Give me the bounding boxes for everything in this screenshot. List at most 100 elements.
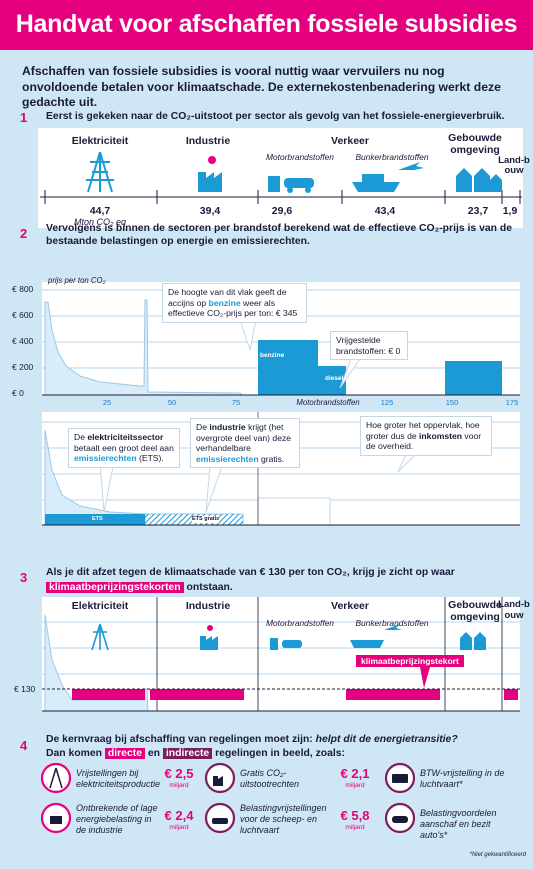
- sector-label: Elektriciteit: [71, 600, 129, 612]
- shape: [206, 172, 222, 192]
- emission-value: 39,4: [199, 205, 221, 217]
- emission-value: 1,9: [502, 205, 518, 217]
- text: helpt dit de energietransitie?: [315, 734, 458, 745]
- shape: [86, 151, 114, 193]
- emission-value: 44,7: [89, 205, 111, 217]
- item-amount: € 5,8: [340, 808, 370, 823]
- item-text: Gratis CO₂-uitstootrechten: [240, 768, 300, 789]
- bar-label: diesel: [325, 375, 344, 382]
- text: De kernvraag bij afschaffing van regelin…: [46, 734, 313, 745]
- shape: [207, 625, 213, 631]
- sector-label: Land-bouw: [498, 155, 530, 176]
- shape: [198, 172, 206, 192]
- shape: [460, 632, 472, 650]
- ets-bar: [45, 514, 145, 525]
- bar-label: ETS gratis: [192, 516, 220, 523]
- footnote: *Niet gekwantificeerd: [469, 852, 526, 858]
- text: gratis.: [260, 453, 285, 464]
- bar-label: ETS: [92, 516, 103, 522]
- step-text: De kernvraag bij afschaffing van regelin…: [46, 733, 516, 761]
- shape: [352, 182, 400, 192]
- shape: [270, 638, 278, 650]
- houses-icon: [456, 168, 502, 192]
- grid-3: [42, 621, 520, 675]
- buildings-block: [445, 361, 502, 395]
- step-text: Vervolgens is binnen de sectoren per bra…: [46, 223, 512, 247]
- callout: De industrie krijgt (het overgrote deel …: [190, 418, 300, 468]
- emission-value: 29,6: [271, 205, 293, 217]
- shape: [212, 818, 228, 824]
- step-text: Als je dit afzet tegen de klimaatschade …: [46, 565, 516, 595]
- shape: [398, 162, 424, 170]
- intro: Afschaffen van fossiele subsidies is voo…: [22, 64, 501, 109]
- text: voor de overheid.: [366, 430, 482, 452]
- sector-label: Industrie: [185, 135, 231, 147]
- x-tick-label: 125: [380, 398, 394, 407]
- benzine-block: [258, 340, 318, 395]
- step-number: 4: [20, 738, 28, 753]
- shape: [40, 762, 72, 794]
- sector-panel: [38, 128, 523, 228]
- shape: [456, 168, 472, 192]
- step-number: 2: [20, 226, 28, 241]
- text: regelingen in beeld, zoals:: [215, 748, 346, 759]
- callout: Vrijgestelde brandstoffen: € 0: [330, 331, 408, 360]
- emission-value: 43,4: [374, 205, 396, 217]
- text: emissierechten: [74, 453, 137, 463]
- shape: [305, 187, 311, 193]
- y-tick-label: € 0: [12, 388, 24, 398]
- gap-bar: [150, 689, 244, 700]
- sector-label: Verkeer: [331, 600, 369, 612]
- y-tick-label: € 800: [12, 284, 34, 294]
- shape: [474, 632, 486, 650]
- item-amount: € 2,5: [164, 766, 194, 781]
- shape: [420, 667, 430, 688]
- text: Als je dit afzet tegen de klimaatschade …: [46, 567, 455, 578]
- text: directe: [104, 748, 145, 759]
- text: De hoogte van dit vlak geeft de accijns …: [168, 287, 287, 308]
- y-tick-label: € 400: [12, 336, 34, 346]
- text: elektriciteitssector: [87, 432, 164, 442]
- shape: [213, 776, 218, 786]
- ship-plane-icon: [352, 162, 424, 192]
- text: krijgt (het overgrote deel van) deze ver…: [196, 422, 292, 453]
- title: Handvat voor afschaffen fossiele subsidi…: [15, 10, 518, 38]
- text: betaalt een groot deel aan: [74, 442, 174, 453]
- gap-bar: [72, 689, 145, 700]
- shape: [287, 187, 293, 193]
- text: ontstaan.: [186, 582, 233, 593]
- sector-label: Gebouwde omgeving: [448, 132, 502, 156]
- text: De: [74, 432, 85, 442]
- pylon-icon: [86, 151, 114, 193]
- sector-label: Verkeer: [331, 135, 369, 147]
- gap-bar: [346, 689, 440, 700]
- y-tick-label: € 600: [12, 310, 34, 320]
- callout: Hoe groter het oppervlak, hoe groter dus…: [360, 416, 492, 456]
- item-amount: € 2,4: [164, 808, 194, 823]
- shape: [384, 624, 402, 630]
- shape: [350, 640, 384, 648]
- diesel-block: [318, 366, 346, 395]
- text: industrie: [209, 422, 246, 432]
- text: Vrijgestelde brandstoffen: € 0: [336, 335, 401, 356]
- price-label: € 130: [14, 684, 36, 694]
- shape: [490, 174, 502, 192]
- text: en: [147, 748, 161, 759]
- shape: [49, 767, 63, 789]
- bar-label: benzine: [260, 352, 285, 359]
- dividers: [44, 190, 521, 204]
- item-text: Belastingvoordelen aanschaf en bezit aut…: [420, 808, 497, 840]
- item-text: Ontbrekende of lage energiebelasting in …: [76, 803, 158, 835]
- y-tick-label: € 200: [12, 362, 34, 372]
- sector-label: Land-bouw: [498, 599, 530, 621]
- item-unit: miljard: [169, 782, 189, 789]
- gap-label: klimaatbeprijzingstekort: [356, 655, 464, 668]
- text: weer als effectieve CO₂-prijs per ton: €…: [168, 297, 298, 319]
- item-unit: miljard: [169, 824, 189, 831]
- item-unit: miljard: [345, 824, 365, 831]
- text: Hoe groter het oppervlak, hoe groter dus…: [366, 420, 480, 441]
- fuel-block-2: [257, 497, 331, 526]
- pylon-icon-3: [91, 623, 109, 651]
- axis-title: prijs per ton CO₂: [48, 276, 106, 285]
